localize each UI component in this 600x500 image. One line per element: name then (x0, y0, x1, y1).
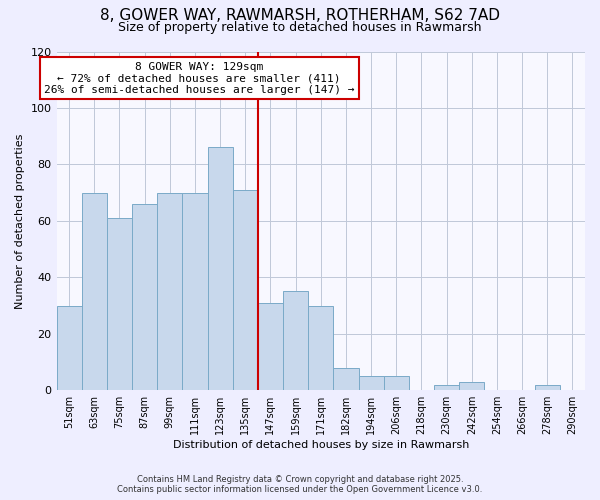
Bar (459, 382, 484, 390)
Bar (233, 190, 258, 390)
Bar (132, 204, 157, 390)
Bar (535, 384, 560, 390)
Bar (434, 384, 459, 390)
Y-axis label: Number of detached properties: Number of detached properties (15, 133, 25, 308)
Bar (308, 306, 334, 390)
Bar (107, 218, 132, 390)
Text: Size of property relative to detached houses in Rawmarsh: Size of property relative to detached ho… (118, 21, 482, 34)
Bar (157, 192, 182, 390)
Bar (334, 368, 359, 390)
Text: Contains HM Land Registry data © Crown copyright and database right 2025.
Contai: Contains HM Land Registry data © Crown c… (118, 474, 482, 494)
Bar (82, 192, 107, 390)
Bar (283, 292, 308, 390)
X-axis label: Distribution of detached houses by size in Rawmarsh: Distribution of detached houses by size … (173, 440, 469, 450)
Bar (182, 192, 208, 390)
Text: 8 GOWER WAY: 129sqm
← 72% of detached houses are smaller (411)
26% of semi-detac: 8 GOWER WAY: 129sqm ← 72% of detached ho… (44, 62, 355, 95)
Bar (208, 148, 233, 390)
Text: 8, GOWER WAY, RAWMARSH, ROTHERHAM, S62 7AD: 8, GOWER WAY, RAWMARSH, ROTHERHAM, S62 7… (100, 8, 500, 22)
Bar (359, 376, 383, 390)
Bar (383, 376, 409, 390)
Bar (258, 302, 283, 390)
Bar (56, 306, 82, 390)
